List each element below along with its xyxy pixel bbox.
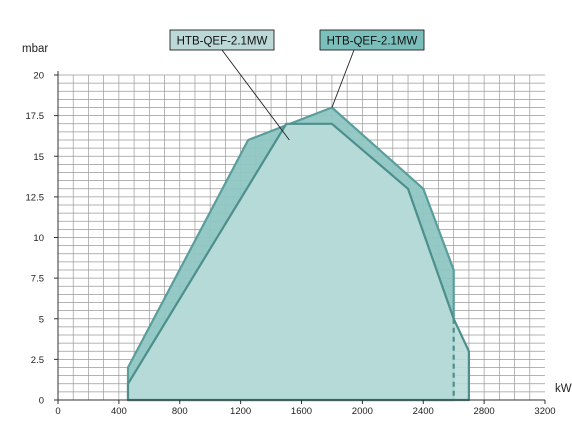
x-tick-label: 0 [55, 406, 60, 417]
y-tick-label: 5 [39, 314, 44, 325]
x-tick-label: 2400 [413, 406, 434, 417]
callout-leader-line [331, 49, 355, 108]
y-tick-label: 12.5 [26, 192, 45, 203]
callout-label: HTB-QEF-2.1MW [177, 36, 268, 48]
x-tick-label: 2000 [352, 406, 373, 417]
callout-box [169, 29, 275, 51]
y-tick-label: 0 [39, 396, 44, 407]
callout-label: HTB-QEF-2.1MW [327, 36, 418, 48]
axes [54, 71, 546, 404]
tick-labels: 0 400 800 1200 1600 2000 2400 2800 3200 0 2.5 5 7.5 1… [22, 43, 572, 417]
callouts: HTB-QEF-2.1MW HTB-QEF-2.1MW [169, 29, 425, 141]
x-tick-label: 800 [172, 406, 188, 417]
x-tick-label: 400 [111, 406, 127, 417]
x-tick-label: 3200 [534, 406, 555, 417]
y-tick-label: 17.5 [26, 111, 45, 122]
y-tick-label: 7.5 [31, 274, 44, 285]
x-tick-label: 2800 [474, 406, 495, 417]
y-tick-label: 2.5 [31, 355, 44, 366]
y-tick-label: 15 [33, 152, 44, 163]
callout-box [319, 29, 425, 51]
y-tick-label: 20 [33, 71, 44, 82]
x-tick-label: 1600 [291, 406, 312, 417]
y-tick-label: 10 [33, 233, 44, 244]
y-axis-unit: mbar [22, 43, 48, 55]
x-tick-label: 1200 [230, 406, 251, 417]
callout-leader-line [221, 49, 290, 141]
series-layer [126, 106, 470, 402]
x-axis-unit: kW [555, 383, 572, 395]
